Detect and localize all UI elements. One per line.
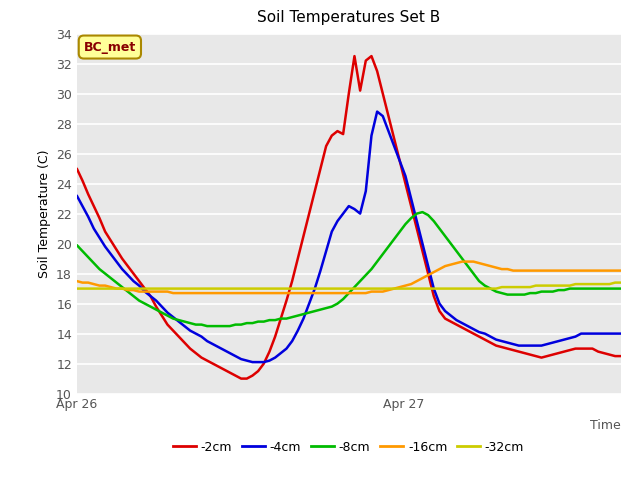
Text: Time: Time <box>590 419 621 432</box>
Y-axis label: Soil Temperature (C): Soil Temperature (C) <box>38 149 51 278</box>
Text: BC_met: BC_met <box>84 40 136 54</box>
Title: Soil Temperatures Set B: Soil Temperatures Set B <box>257 11 440 25</box>
Legend: -2cm, -4cm, -8cm, -16cm, -32cm: -2cm, -4cm, -8cm, -16cm, -32cm <box>168 436 529 459</box>
